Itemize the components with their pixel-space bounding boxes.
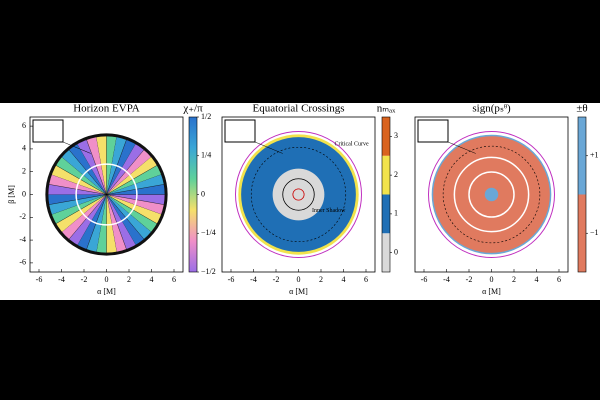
x-tick-label: 4: [150, 275, 154, 284]
colorbar-tick-label: 2: [394, 170, 398, 179]
inset-pointer: [62, 141, 91, 154]
x-tick-label: -6: [228, 275, 235, 284]
inset: [224, 119, 256, 143]
inset-pointer: [447, 141, 476, 154]
colorbar-band: [578, 194, 586, 272]
y-axis-label: β [M]: [7, 185, 16, 204]
annotation: Inner Shadow: [312, 208, 346, 214]
y-tick-label: -6: [19, 258, 26, 267]
colorbar-frame: [577, 116, 587, 273]
x-tick-label: 6: [364, 275, 368, 284]
inset-pointer: [254, 141, 283, 154]
x-tick-label: -2: [81, 275, 88, 284]
evpa-wedge: [106, 194, 153, 241]
y-tick-label: -2: [19, 212, 26, 221]
x-tick-label: -2: [466, 275, 473, 284]
center: [484, 187, 499, 202]
x-tick-label: -6: [421, 275, 428, 284]
inner-shadow: [272, 168, 325, 221]
evpa-wedge: [68, 194, 107, 247]
panel: [32, 119, 168, 256]
y-tick-label: 0: [22, 189, 26, 198]
annotation: Critical Curve: [335, 142, 369, 148]
colorbar-tick-label: +1: [590, 151, 599, 160]
y-tick-label: -4: [19, 235, 26, 244]
x-tick-label: -4: [443, 275, 450, 284]
colorbar-tick-label: −1/2: [201, 267, 216, 276]
x-tick-label: -4: [250, 275, 257, 284]
photon-ring: [45, 133, 168, 256]
x-tick-label: -4: [58, 275, 65, 284]
critical-curve: [428, 131, 555, 258]
x-tick-label: 6: [557, 275, 561, 284]
x-tick-label: 2: [319, 275, 323, 284]
panel-title: Horizon EVPA: [73, 103, 140, 115]
contour: [250, 146, 347, 243]
x-axis-label: α [M]: [97, 287, 116, 296]
contour-outer: [453, 156, 530, 233]
colorbar-tick-label: 1: [394, 209, 398, 218]
colorbar-tick-label: −1/4: [201, 228, 216, 237]
colorbar-label: χ₊/π: [182, 103, 203, 115]
colorbar-tick-label: 3: [394, 131, 398, 140]
colorbar-band: [382, 233, 390, 272]
y-tick-label: 4: [22, 144, 26, 153]
colorbar-tick-label: 1/4: [201, 151, 211, 160]
x-axis-label: α [M]: [482, 287, 501, 296]
evpa-wedge: [54, 194, 107, 233]
x-tick-label: 4: [342, 275, 346, 284]
x-tick-label: -2: [273, 275, 280, 284]
y-tick-label: 2: [22, 167, 26, 176]
x-tick-label: 0: [490, 275, 494, 284]
x-tick-label: 2: [512, 275, 516, 284]
x-tick-label: 0: [105, 275, 109, 284]
panel: [417, 119, 555, 258]
evpa-wedge: [106, 142, 145, 195]
evpa-wedge: [76, 138, 107, 195]
inset: [417, 119, 449, 143]
x-tick-label: 2: [127, 275, 131, 284]
evpa-wedge: [106, 156, 159, 195]
panel: Critical Curve Inner Shadow: [224, 119, 369, 258]
colorbar-label: ±θ: [576, 103, 587, 115]
colorbar: [189, 117, 197, 272]
contour-inner: [468, 171, 515, 218]
colorbar-tick-label: −1: [590, 228, 599, 237]
colorbar-band: [382, 194, 390, 234]
inset: [32, 119, 64, 143]
x-tick-label: -6: [36, 275, 43, 284]
panel-title: sign(pₛᶿ): [472, 103, 511, 115]
x-tick-label: 0: [297, 275, 301, 284]
critical-curve: [235, 131, 362, 258]
colorbar-band: [382, 155, 390, 195]
colorbar-band: [382, 117, 390, 156]
y-tick-label: 6: [22, 121, 26, 130]
x-tick-label: 4: [535, 275, 539, 284]
evpa-wedge: [106, 194, 163, 225]
colorbar-frame: [381, 116, 391, 273]
colorbar-tick-label: 0: [394, 247, 398, 256]
contour: [442, 145, 541, 244]
horizon-curve: [75, 163, 138, 226]
panel-title: Equatorial Crossings: [253, 103, 345, 115]
colorbar-band: [578, 117, 586, 195]
evpa-wedge: [60, 148, 107, 195]
x-tick-label: 6: [172, 275, 176, 284]
colorbar-tick-label: 1/2: [201, 112, 211, 121]
x-axis-label: α [M]: [289, 287, 308, 296]
evpa-wedge: [106, 194, 137, 251]
colorbar-tick-label: 0: [201, 189, 205, 198]
colorbar-label: nₘₐₓ: [377, 103, 396, 115]
horizon: [292, 188, 305, 201]
inner-ring: [282, 178, 315, 211]
evpa-wedge: [50, 164, 107, 195]
